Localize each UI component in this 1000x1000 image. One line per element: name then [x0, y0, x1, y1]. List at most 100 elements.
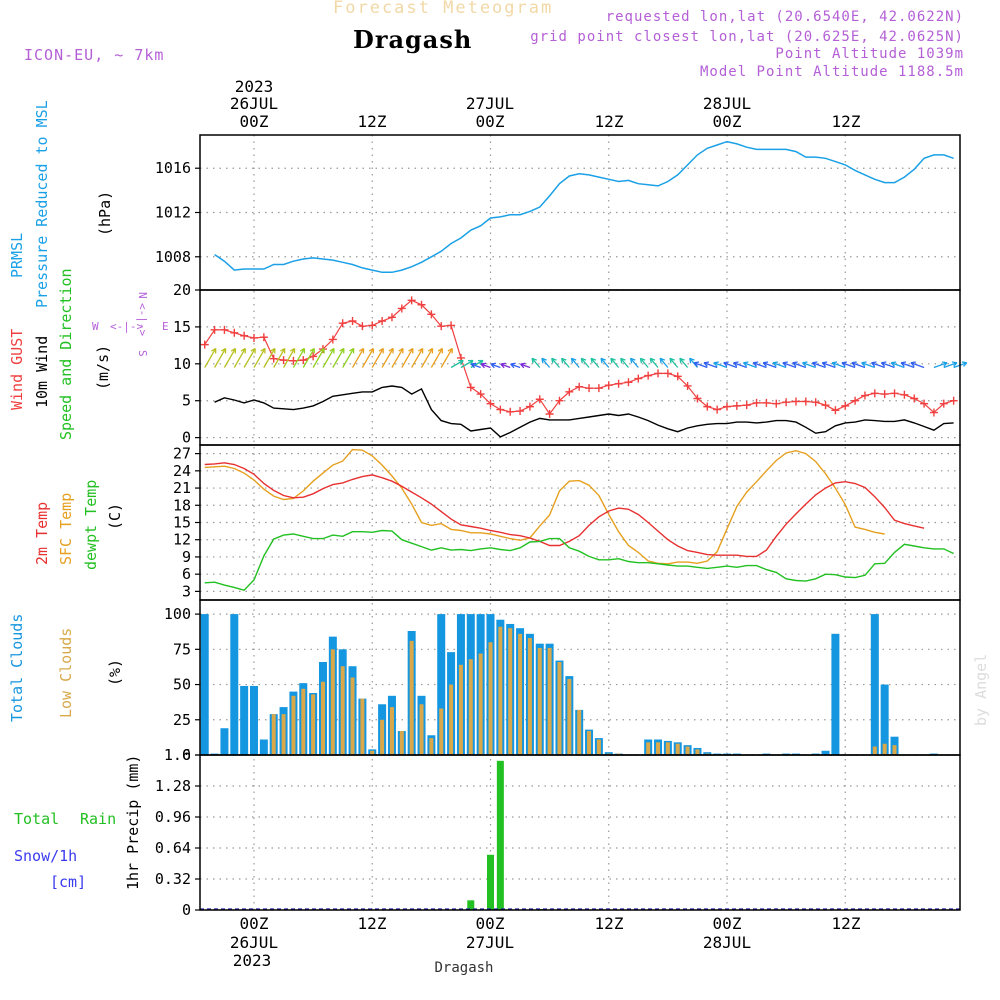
wind-direction-arrow	[243, 348, 256, 368]
wind-direction-arrow	[900, 362, 915, 369]
wind-direction-arrowhead	[821, 361, 828, 367]
y-tick-label: 0.32	[155, 870, 191, 888]
gust-marker	[535, 395, 544, 404]
y-tick-label: 15	[173, 318, 191, 336]
wind-direction-arrow	[812, 362, 826, 369]
y-tick-label: 75	[173, 640, 191, 658]
gust-marker	[910, 394, 919, 403]
gust-marker	[397, 304, 406, 313]
wind-direction-arrowhead	[477, 359, 484, 366]
marks-layer	[200, 140, 968, 910]
wind-direction-arrowhead	[388, 347, 394, 354]
wind-direction-arrow	[822, 362, 836, 369]
wind-direction-arrowhead	[427, 347, 434, 354]
gust-marker	[200, 340, 209, 349]
wind-direction-arrowhead	[468, 359, 474, 366]
wind-direction-arrow	[520, 363, 531, 369]
low-cloud-bar	[330, 649, 335, 755]
wind-direction-arrowhead	[723, 361, 729, 367]
total-cloud-bar	[880, 684, 889, 755]
y-tick-label: 21	[173, 479, 191, 497]
low-cloud-bar	[872, 746, 877, 755]
wind-direction-arrow	[490, 363, 501, 369]
wind-direction-arrow	[649, 357, 659, 368]
gust-marker	[870, 389, 879, 398]
low-cloud-bar	[389, 707, 394, 755]
wind-direction-arrowhead	[510, 362, 516, 369]
wind-direction-arrow	[659, 357, 669, 368]
wind-direction-arrowhead	[900, 361, 907, 367]
frames-layer	[195, 134, 961, 911]
bottom-day-1: 26JUL	[230, 933, 278, 952]
gust-marker	[851, 396, 860, 405]
wind-direction-arrowhead	[942, 361, 948, 367]
top-day-2: 27JUL	[466, 94, 514, 113]
gust-marker	[929, 408, 938, 417]
y-tick-label: 15	[173, 514, 191, 532]
total-cloud-bar	[250, 685, 258, 755]
wind-direction-arrowhead	[299, 347, 306, 354]
wind-direction-arrow	[610, 357, 620, 368]
dewpoint-line	[204, 529, 954, 591]
wind-direction-arrowhead	[861, 361, 867, 367]
wind-direction-arrowhead	[811, 361, 818, 367]
bottom-year: 2023	[233, 951, 272, 970]
y-tick-label: 1016	[155, 159, 191, 177]
wind-direction-arrow	[440, 348, 453, 368]
total-cloud-bar	[220, 728, 229, 755]
wind-direction-arrowhead	[349, 347, 355, 354]
wind-direction-arrowhead	[378, 347, 384, 354]
wind-direction-arrow	[679, 357, 689, 368]
temp-sfc-label: SFC Temp	[57, 493, 75, 565]
gust-marker	[427, 310, 436, 319]
point-altitude: Point Altitude 1039m	[775, 46, 964, 62]
y-tick-label: 1.28	[155, 777, 191, 795]
wind-direction-arrow	[204, 348, 217, 368]
wind-direction-arrow	[371, 348, 384, 368]
wind-direction-arrow	[782, 362, 797, 369]
wind-direction-arrow	[831, 362, 846, 369]
gust-marker	[732, 401, 741, 410]
wind-direction-arrowhead	[841, 361, 847, 367]
precip-total-label: Total	[14, 810, 59, 828]
wind-direction-arrowhead	[289, 347, 296, 354]
wind-direction-arrowhead	[689, 357, 695, 364]
wind-direction-arrow	[551, 357, 560, 368]
y-tick-label: 18	[173, 496, 191, 514]
wind-direction-arrow	[881, 362, 895, 369]
gust-marker	[545, 410, 554, 418]
clouds-unit: (%)	[106, 659, 124, 686]
wind-direction-arrowhead	[480, 362, 487, 369]
wind-direction-arrow	[570, 357, 580, 368]
top-year: 2023	[235, 77, 274, 96]
gust-marker	[890, 389, 899, 398]
gust-marker	[348, 317, 357, 325]
low-cloud-bar	[409, 640, 414, 755]
temp-dewpt-label: dewpt Temp	[82, 480, 100, 570]
precip-unit: 1hr Precip (mm)	[124, 755, 142, 890]
pressure-label-prmsl: PRMSL	[8, 233, 26, 278]
wind-direction-arrow	[639, 357, 649, 368]
compass-north: N	[136, 292, 149, 299]
wind-unit: (m/s)	[94, 345, 112, 390]
location-title: Dragash	[353, 25, 473, 54]
wind-direction-arrowhead	[500, 362, 506, 369]
wind-10m-label: 10m Wind	[33, 336, 51, 408]
wind-direction-arrow	[733, 362, 747, 369]
wind-direction-arrowhead	[659, 357, 666, 364]
wind-direction-arrowhead	[260, 347, 266, 354]
wind-direction-arrow	[342, 348, 355, 368]
y-tick-label: 27	[173, 445, 191, 463]
gust-marker	[437, 322, 446, 331]
wind-direction-arrowhead	[629, 357, 636, 364]
wind-direction-arrowhead	[752, 361, 759, 367]
gust-marker	[378, 317, 387, 325]
total-cloud-bar	[821, 750, 830, 755]
low-cloud-bar	[488, 642, 493, 755]
wind-direction-arrow	[871, 362, 885, 369]
wind-direction-arrow	[312, 348, 325, 368]
low-cloud-bar	[518, 633, 523, 755]
wind-direction-arrowhead	[600, 357, 606, 364]
bottom-tick-00z-1: 00Z	[240, 914, 269, 933]
wind-direction-arrowhead	[240, 347, 246, 354]
